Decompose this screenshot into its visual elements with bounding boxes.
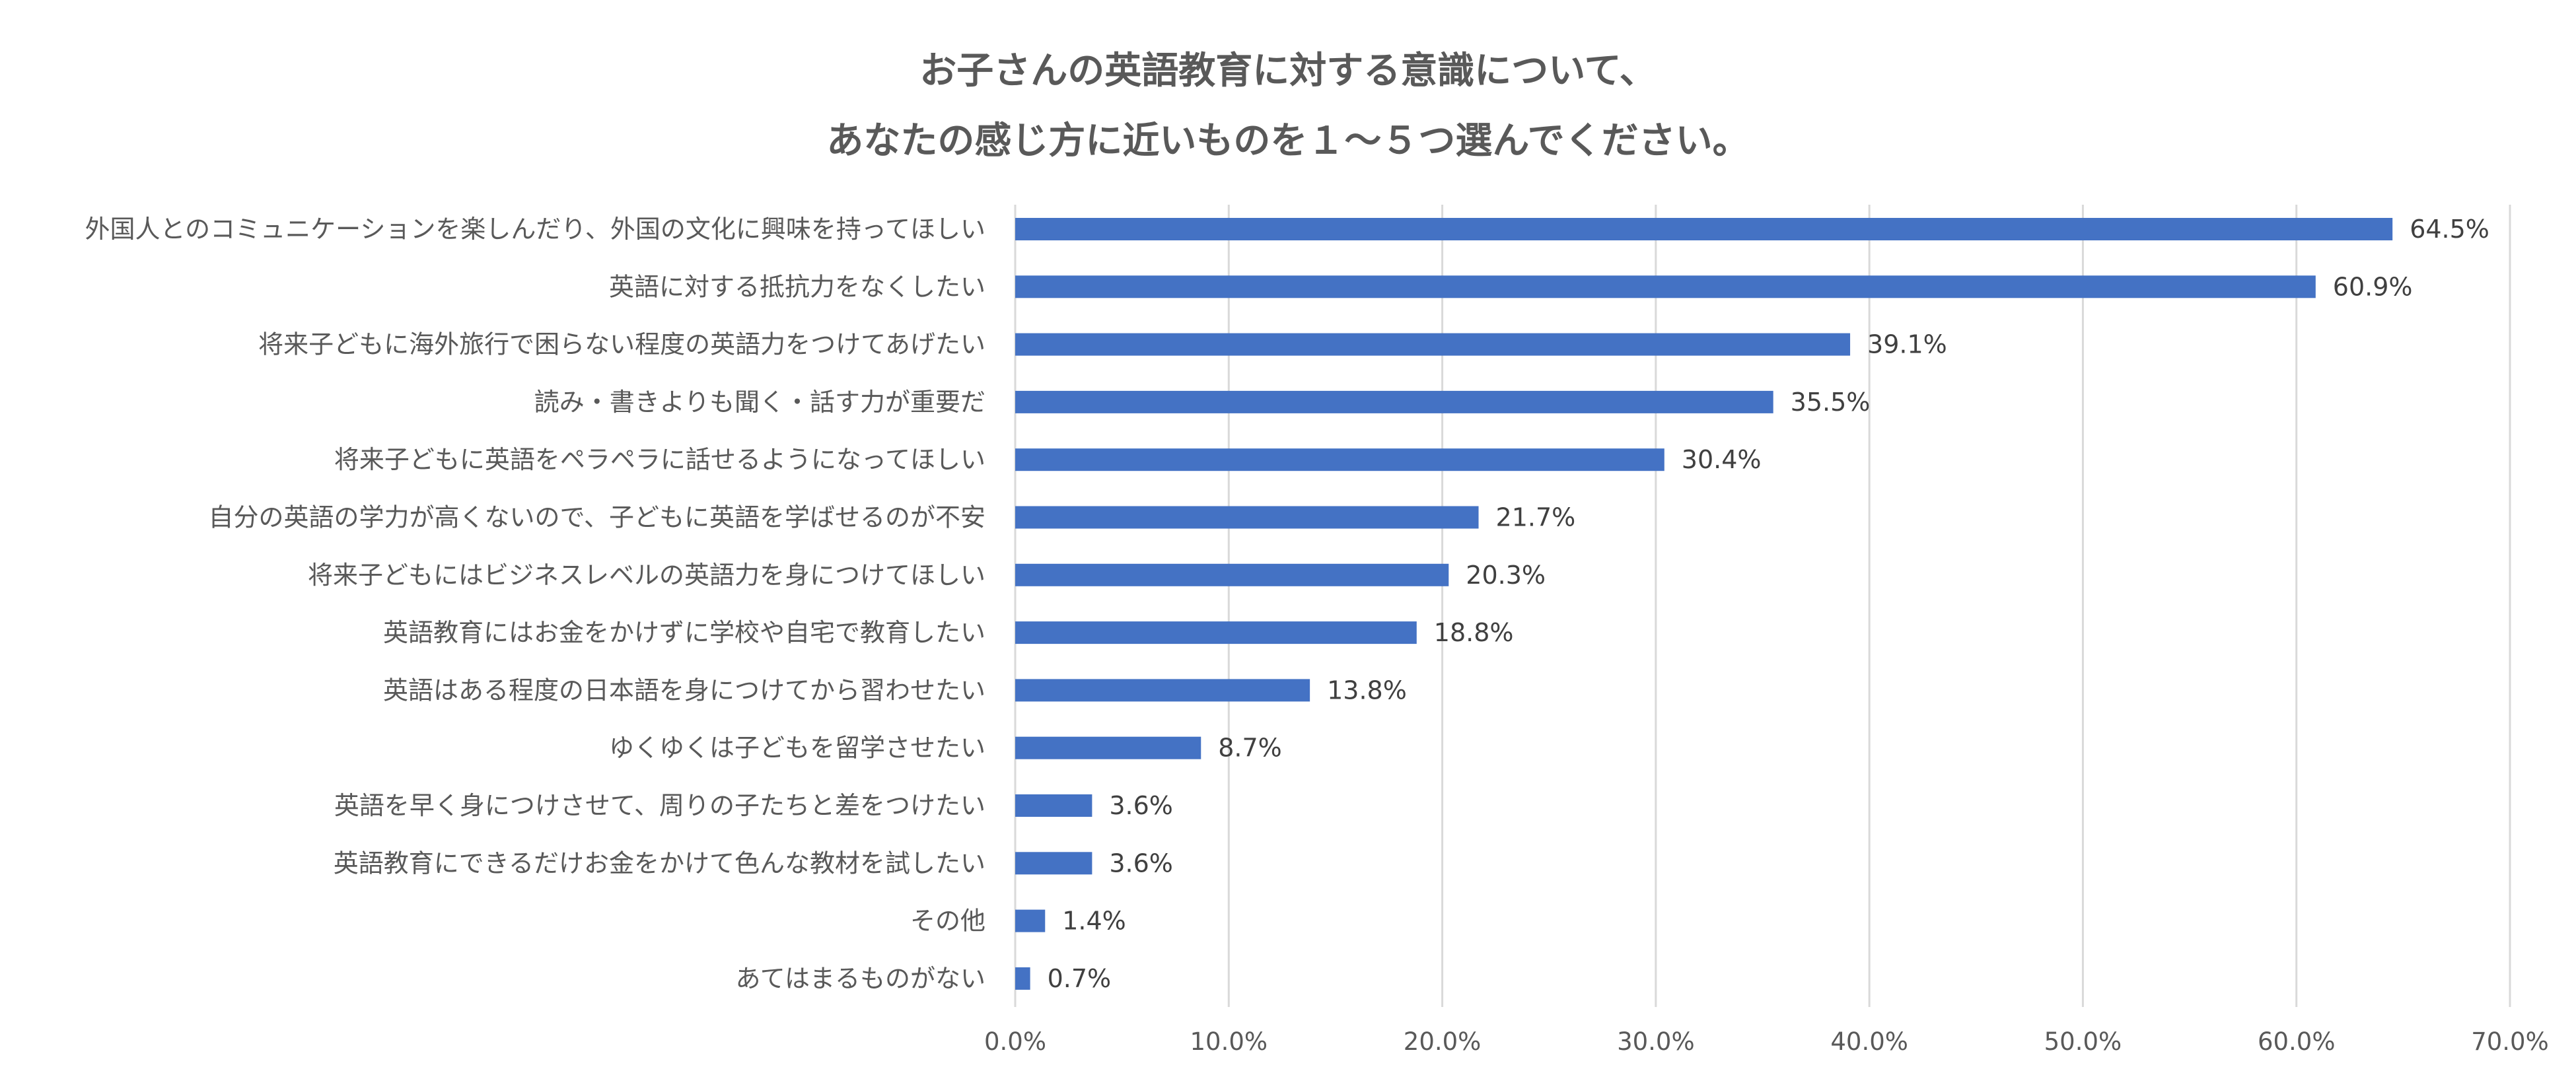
data-label: 60.9% — [2333, 272, 2413, 301]
category-label: 読み・書きよりも聞く・話す力が重要だ — [534, 388, 985, 417]
data-label: 1.4% — [1062, 907, 1126, 936]
bar — [1015, 275, 2316, 298]
x-tick-label: 40.0% — [1830, 1027, 1908, 1056]
bar — [1015, 390, 1773, 413]
x-tick-label: 60.0% — [2258, 1027, 2336, 1056]
bar — [1015, 736, 1201, 759]
bar — [1015, 679, 1310, 702]
data-label: 13.8% — [1327, 676, 1407, 705]
data-label: 20.3% — [1466, 561, 1546, 590]
category-label: 英語に対する抵抗力をなくしたい — [609, 272, 985, 301]
x-tick-label: 20.0% — [1404, 1027, 1482, 1056]
data-label: 18.8% — [1434, 618, 1514, 647]
category-label: あてはまるものがない — [736, 964, 985, 993]
x-tick-label: 50.0% — [2044, 1027, 2122, 1056]
bar — [1015, 506, 1479, 529]
data-label: 30.4% — [1682, 445, 1762, 474]
bar — [1015, 333, 1851, 356]
chart-title-line-1: お子さんの英語教育に対する意識について、 — [919, 50, 1657, 92]
category-label: 英語教育にできるだけお金をかけて色んな教材を試したい — [334, 849, 985, 878]
data-label: 3.6% — [1109, 791, 1173, 820]
x-tick-label: 70.0% — [2471, 1027, 2549, 1056]
category-label: 将来子どもに海外旅行で困らない程度の英語力をつけてあげたい — [258, 330, 985, 359]
data-label: 64.5% — [2410, 215, 2489, 244]
bar — [1015, 909, 1046, 932]
category-label: ゆくゆくは子どもを留学させたい — [609, 734, 985, 763]
chart-title: お子さんの英語教育に対する意識について、 あなたの感じ方に近いものを１～５つ選ん… — [0, 0, 2576, 172]
bar — [1015, 563, 1449, 586]
bar — [1015, 967, 1030, 990]
bar — [1015, 448, 1664, 471]
category-label: 自分の英語の学力が高くないので、子どもに英語を学ばせるのが不安 — [209, 503, 985, 532]
data-label: 8.7% — [1218, 734, 1282, 763]
bar — [1015, 218, 2393, 240]
category-label: 将来子どもにはビジネスレベルの英語力を身につけてほしい — [308, 561, 985, 590]
category-label: 外国人とのコミュニケーションを楽しんだり、外国の文化に興味を持ってほしい — [85, 215, 985, 244]
category-label: その他 — [910, 907, 985, 936]
bar — [1015, 852, 1092, 875]
category-label: 将来子どもに英語をペラペラに話せるようになってほしい — [334, 445, 985, 474]
data-label: 0.7% — [1048, 964, 1112, 993]
data-label: 35.5% — [1791, 388, 1871, 417]
bar — [1015, 621, 1417, 644]
category-label: 英語を早く身につけさせて、周りの子たちと差をつけたい — [334, 791, 985, 820]
x-tick-label: 0.0% — [984, 1027, 1046, 1056]
bar — [1015, 794, 1092, 817]
data-label: 21.7% — [1496, 503, 1576, 532]
data-label: 3.6% — [1109, 849, 1173, 878]
category-label: 英語はある程度の日本語を身につけてから習わせたい — [383, 676, 985, 705]
data-label: 39.1% — [1867, 330, 1947, 359]
category-label: 英語教育にはお金をかけずに学校や自宅で教育したい — [383, 618, 985, 647]
chart-title-line-2: あなたの感じ方に近いものを１～５つ選んでください。 — [826, 120, 1750, 162]
x-tick-label: 10.0% — [1190, 1027, 1268, 1056]
x-tick-label: 30.0% — [1617, 1027, 1695, 1056]
